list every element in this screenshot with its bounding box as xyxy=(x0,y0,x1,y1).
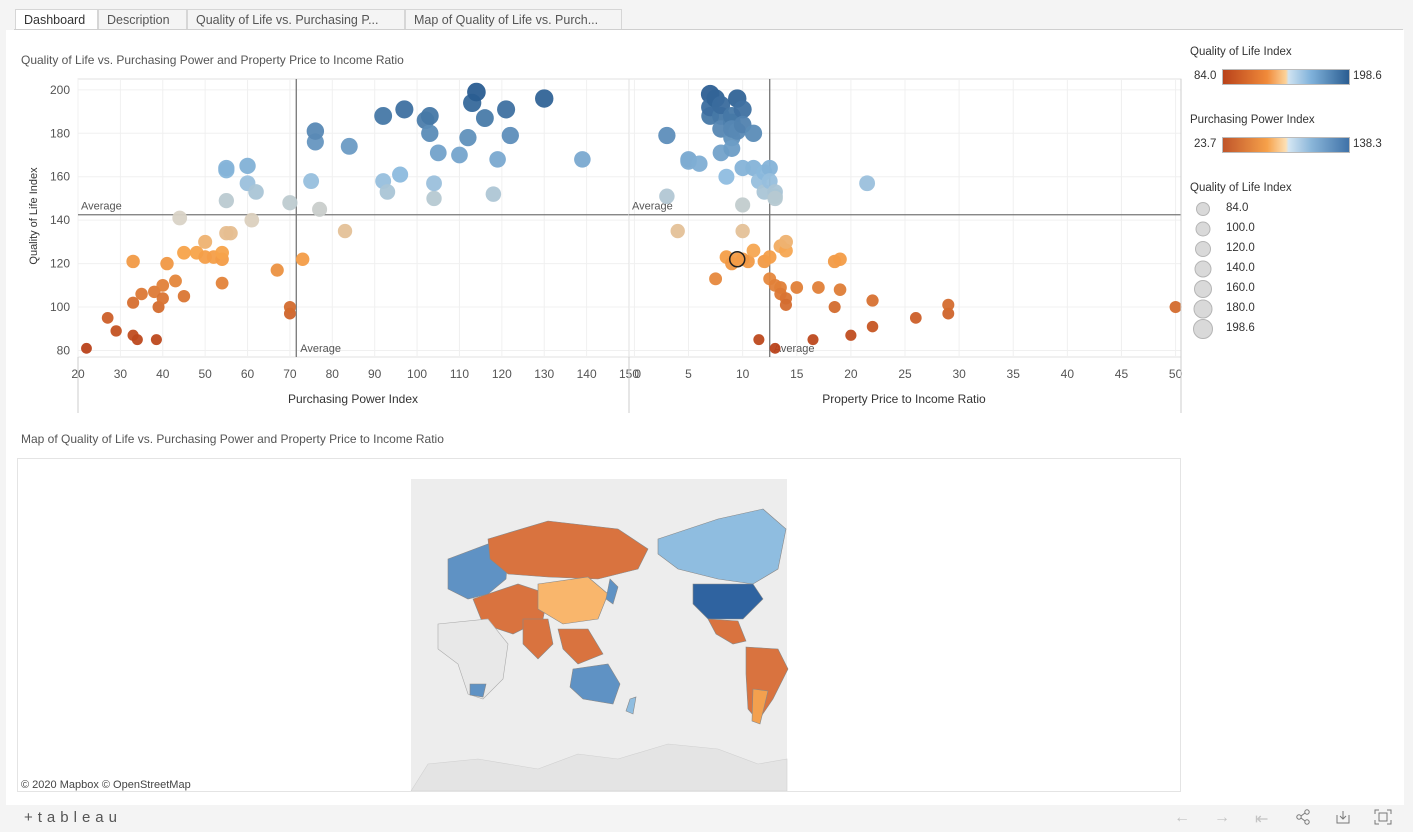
world-map[interactable] xyxy=(17,458,1181,792)
tab-divider xyxy=(14,29,1403,30)
legend-qol-color-title: Quality of Life Index xyxy=(1190,46,1292,58)
legend-size-circle xyxy=(1195,241,1211,257)
legend-size-label: 100.0 xyxy=(1226,222,1255,234)
tab-map-quality[interactable]: Map of Quality of Life vs. Purch... xyxy=(405,9,622,29)
map-region-canada[interactable] xyxy=(657,508,787,585)
world-map-svg xyxy=(410,479,789,791)
fullscreen-icon[interactable] xyxy=(1374,809,1392,830)
legend-size-label: 180.0 xyxy=(1226,302,1255,314)
map-title: Map of Quality of Life vs. Purchasing Po… xyxy=(21,432,444,446)
legend-pp-color-title: Purchasing Power Index xyxy=(1190,114,1315,126)
map-region-argentina[interactable] xyxy=(751,688,769,725)
map-region-india[interactable] xyxy=(522,618,554,660)
tab-bar: Dashboard Description Quality of Life vs… xyxy=(0,0,1413,30)
legend-qol-max: 198.6 xyxy=(1353,70,1382,82)
map-region-australia[interactable] xyxy=(569,663,621,705)
map-attribution: © 2020 Mapbox © OpenStreetMap xyxy=(21,779,191,791)
undo-icon[interactable]: ← xyxy=(1174,809,1190,826)
revert-icon[interactable]: ⇤ xyxy=(1255,811,1269,828)
legend-size-label: 120.0 xyxy=(1226,242,1255,254)
map-region-antarctica[interactable] xyxy=(410,743,788,791)
legend-size-circle xyxy=(1196,202,1210,216)
share-icon[interactable] xyxy=(1295,809,1311,830)
map-region-mexico[interactable] xyxy=(707,618,747,645)
legend-size-circle xyxy=(1194,280,1212,298)
map-region-new-zealand[interactable] xyxy=(625,696,637,715)
tab-quality-vs-purchasing[interactable]: Quality of Life vs. Purchasing P... xyxy=(187,9,405,29)
legend-size-label: 198.6 xyxy=(1226,322,1255,334)
legend-size-circle xyxy=(1193,319,1213,339)
legend-size-label: 160.0 xyxy=(1226,282,1255,294)
redo-icon[interactable]: → xyxy=(1214,809,1230,826)
legend-qol-gradient xyxy=(1222,69,1350,85)
legend-qol-size-title: Quality of Life Index xyxy=(1190,182,1292,194)
legend-qol-min: 84.0 xyxy=(1194,70,1217,82)
legend-size-circle xyxy=(1193,299,1213,319)
map-region-southeast-asia[interactable] xyxy=(557,628,604,665)
tableau-logo: +tableau xyxy=(24,809,122,826)
tab-dashboard[interactable]: Dashboard xyxy=(15,9,98,30)
legend-pp-min: 23.7 xyxy=(1194,138,1217,150)
legend-size-label: 140.0 xyxy=(1226,262,1255,274)
download-icon[interactable] xyxy=(1335,809,1351,830)
map-region-africa[interactable] xyxy=(437,618,509,700)
map-region-japan[interactable] xyxy=(605,578,619,605)
legend-size-label: 84.0 xyxy=(1226,202,1249,214)
map-region-south-africa[interactable] xyxy=(469,683,487,698)
legend-size-circle xyxy=(1195,221,1211,237)
chart-title: Quality of Life vs. Purchasing Power and… xyxy=(21,53,404,67)
bottom-toolbar xyxy=(0,805,1413,832)
map-region-china[interactable] xyxy=(537,576,609,625)
map-region-usa[interactable] xyxy=(692,583,764,620)
legend-pp-max: 138.3 xyxy=(1353,138,1382,150)
legend-pp-gradient xyxy=(1222,137,1350,153)
legend-size-circle xyxy=(1194,260,1212,278)
map-region-russia[interactable] xyxy=(487,520,649,580)
tab-description[interactable]: Description xyxy=(98,9,187,29)
